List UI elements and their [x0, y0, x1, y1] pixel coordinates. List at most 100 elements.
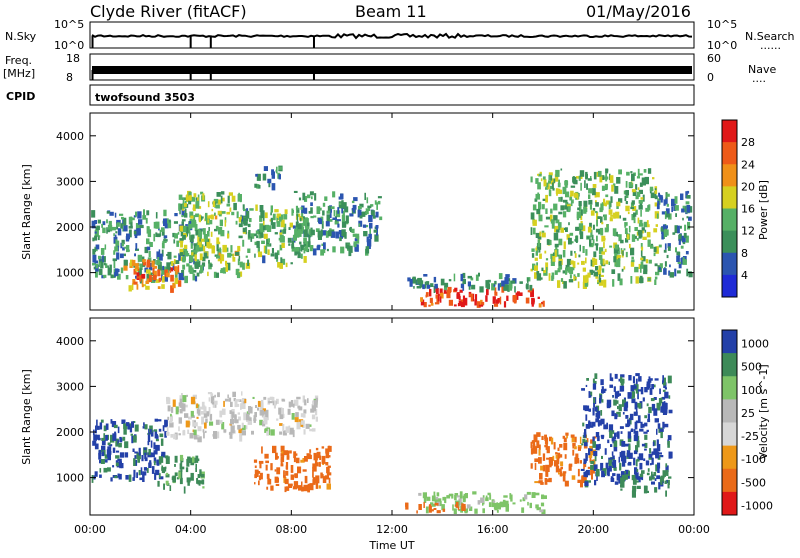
- power-cell: [655, 271, 660, 276]
- power-colorbar-label: Power [dB]: [757, 180, 770, 240]
- velocity-cell: [639, 473, 644, 478]
- power-cell: [539, 231, 542, 238]
- power-cell: [277, 262, 282, 268]
- power-cell: [640, 257, 644, 261]
- power-cell: [260, 210, 265, 219]
- velocity-cell: [592, 378, 595, 383]
- power-cell: [686, 216, 689, 219]
- power-colorbar-tick-1: 24: [741, 158, 755, 171]
- power-cell: [225, 263, 228, 272]
- power-cell: [654, 276, 658, 280]
- power-cell: [297, 229, 302, 237]
- power-cell: [501, 286, 505, 293]
- power-cell: [641, 177, 646, 186]
- velocity-cell: [315, 408, 318, 416]
- power-cell: [311, 229, 314, 235]
- velocity-cell: [106, 449, 109, 458]
- velocity-ytick-label-2: 3000: [56, 380, 84, 393]
- velocity-cell: [282, 424, 285, 432]
- velocity-cell: [313, 400, 318, 408]
- power-cell: [186, 226, 191, 234]
- velocity-cell: [656, 444, 661, 452]
- velocity-cell: [183, 486, 186, 494]
- power-cell: [107, 224, 113, 232]
- velocity-cell: [590, 466, 595, 474]
- power-cell: [621, 268, 624, 272]
- power-cell: [221, 211, 226, 214]
- power-cell: [557, 182, 561, 188]
- velocity-cell: [126, 422, 130, 427]
- velocity-cell: [635, 390, 639, 394]
- power-cell: [274, 232, 278, 235]
- velocity-cell: [259, 419, 263, 426]
- power-cell: [641, 256, 646, 262]
- velocity-cell: [653, 408, 658, 416]
- power-cell: [613, 256, 618, 263]
- velocity-cell: [646, 472, 650, 476]
- power-cell: [294, 249, 297, 256]
- power-cell: [565, 227, 568, 232]
- power-cell: [258, 251, 263, 258]
- power-cell: [195, 230, 199, 236]
- power-cell: [587, 272, 591, 278]
- velocity-colorbar-swatch-3: [722, 399, 737, 423]
- power-cell: [542, 198, 547, 201]
- power-cell: [156, 251, 160, 259]
- power-cell: [178, 194, 183, 200]
- power-cell: [303, 207, 308, 214]
- power-cell: [608, 261, 610, 265]
- velocity-colorbar-swatch-5: [722, 445, 737, 470]
- velocity-cell: [664, 387, 667, 390]
- velocity-cell: [274, 469, 277, 472]
- velocity-cell: [619, 426, 624, 429]
- power-cell: [538, 201, 542, 210]
- power-cell: [238, 235, 243, 239]
- velocity-cell: [238, 428, 243, 434]
- velocity-cell: [532, 444, 536, 450]
- velocity-cell: [245, 425, 248, 430]
- power-cell: [199, 253, 203, 261]
- velocity-cell: [605, 462, 609, 470]
- velocity-cell: [558, 472, 561, 475]
- power-cell: [517, 291, 520, 296]
- power-cell: [284, 209, 288, 214]
- velocity-cell: [180, 468, 183, 472]
- velocity-cell: [208, 407, 211, 415]
- power-cell: [532, 227, 536, 235]
- power-cell: [654, 202, 658, 207]
- velocity-cell: [646, 383, 651, 388]
- cpid-strip-frame: [89, 84, 695, 106]
- velocity-cell: [94, 471, 98, 477]
- power-cell: [661, 232, 664, 240]
- power-cell: [595, 266, 599, 271]
- power-cell: [270, 217, 273, 226]
- power-cell: [271, 171, 275, 179]
- power-cell: [600, 274, 604, 277]
- power-cell: [481, 301, 485, 306]
- power-cell: [568, 237, 572, 245]
- power-cell: [226, 211, 230, 215]
- velocity-cell: [200, 474, 205, 478]
- power-cell: [584, 180, 586, 188]
- velocity-cell: [117, 473, 120, 478]
- velocity-cell: [302, 469, 307, 472]
- power-cell: [638, 231, 642, 239]
- velocity-cell: [261, 399, 264, 404]
- power-cell: [598, 255, 603, 260]
- velocity-cell: [103, 433, 106, 440]
- velocity-cell: [657, 423, 661, 429]
- power-cell: [643, 264, 648, 272]
- velocity-cell: [303, 484, 308, 492]
- power-cell: [545, 262, 549, 271]
- power-cell: [595, 228, 601, 233]
- power-cell: [297, 224, 302, 231]
- velocity-cell: [644, 434, 648, 440]
- velocity-cell: [167, 405, 171, 412]
- power-cell: [270, 212, 272, 216]
- power-cell: [366, 238, 372, 247]
- velocity-cell: [456, 501, 459, 508]
- velocity-cell: [115, 462, 119, 467]
- velocity-cell: [619, 451, 622, 458]
- velocity-cell: [294, 417, 299, 423]
